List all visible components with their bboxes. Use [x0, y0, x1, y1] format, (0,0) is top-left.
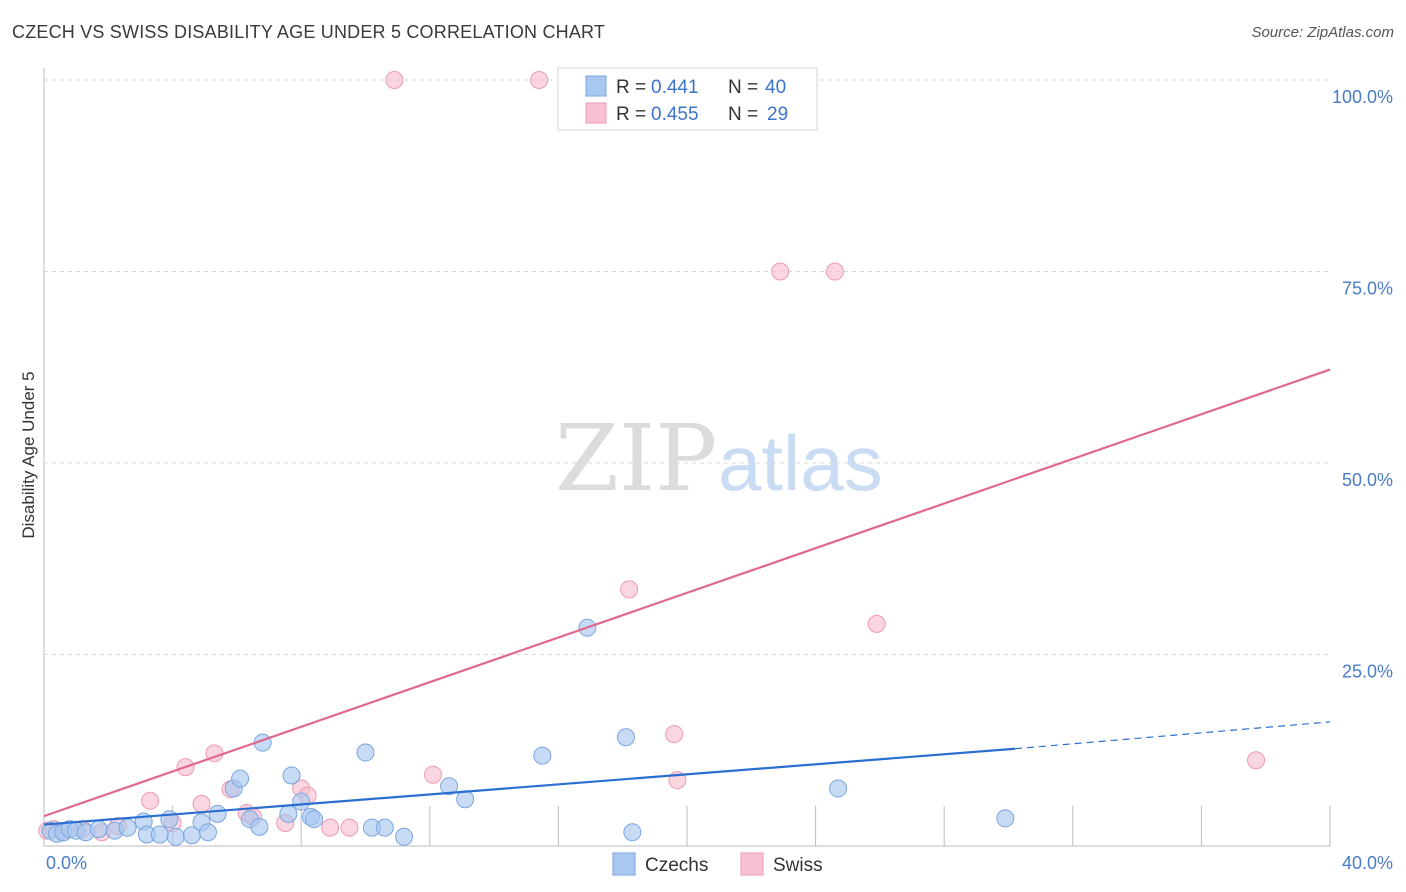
legend-swiss-r-label: R =	[616, 104, 646, 125]
swiss-point	[1247, 751, 1266, 770]
czech-point	[440, 777, 459, 796]
czech-point	[623, 823, 642, 842]
bottom-legend-czech-label: Czechs	[645, 855, 708, 876]
bottom-legend: Czechs Swiss	[612, 852, 823, 876]
czech-point	[616, 728, 635, 747]
bottom-legend-czech-swatch	[612, 852, 636, 876]
y-tick-label: 100.0%	[1332, 87, 1393, 107]
czech-point	[250, 817, 269, 836]
x-tick-label-min: 0.0%	[46, 853, 87, 873]
y-tick-label: 50.0%	[1342, 470, 1393, 490]
czech-point	[282, 766, 301, 785]
czech-point	[356, 743, 375, 762]
czech-point	[305, 810, 324, 829]
swiss-point	[771, 262, 790, 281]
y-tick-label: 75.0%	[1342, 279, 1393, 299]
czech-point	[395, 827, 414, 846]
swiss-point	[530, 71, 549, 89]
czech-point	[292, 792, 311, 811]
legend-swiss-swatch	[585, 102, 607, 124]
chart-title: CZECH VS SWISS DISABILITY AGE UNDER 5 CO…	[12, 22, 606, 42]
legend-czech-swatch	[585, 75, 607, 97]
czech-point	[166, 827, 185, 846]
bottom-legend-swiss-swatch	[740, 852, 764, 876]
czech-point	[150, 825, 169, 844]
czech-point	[231, 769, 250, 788]
czech-point	[996, 809, 1015, 828]
czech-trendline	[43, 747, 1016, 826]
y-tick-label: 25.0%	[1342, 662, 1393, 682]
legend-swiss-n-label: N =	[728, 104, 758, 125]
czech-point	[279, 804, 298, 823]
bottom-legend-swiss-label: Swiss	[773, 855, 823, 876]
czech-point	[375, 818, 394, 837]
czech-point	[533, 746, 552, 765]
czech-point	[118, 818, 137, 837]
legend-czech-r-value: 0.441	[651, 77, 699, 98]
swiss-point	[665, 725, 684, 744]
swiss-point	[424, 765, 443, 784]
legend-box: R = 0.441 N = 40 R = 0.455 N = 29	[557, 67, 818, 131]
swiss-trendline	[43, 368, 1331, 818]
swiss-point	[321, 818, 340, 837]
gridlines	[44, 79, 1330, 655]
legend-czech-r-label: R =	[616, 77, 646, 98]
trendlines	[43, 368, 1331, 826]
swiss-point	[620, 580, 639, 599]
legend-swiss-r-value: 0.455	[651, 104, 699, 125]
legend-czech-n-value: 40	[765, 77, 786, 98]
swiss-point	[867, 614, 886, 633]
swiss-point	[825, 262, 844, 281]
czech-trendline-extension	[1014, 721, 1331, 750]
czech-points	[41, 618, 1015, 846]
swiss-point	[192, 794, 211, 813]
source-label: Source: ZipAtlas.com	[1251, 24, 1394, 41]
y-axis-label: Disability Age Under 5	[19, 371, 38, 538]
watermark-zip: ZIP	[555, 405, 717, 512]
czech-point	[456, 790, 475, 809]
czech-point	[829, 779, 848, 798]
legend-swiss-n-value: 29	[767, 104, 788, 125]
legend-czech-n-label: N =	[728, 77, 758, 98]
czech-point	[89, 820, 108, 839]
swiss-point	[141, 791, 160, 810]
swiss-point	[340, 818, 359, 837]
czech-point	[208, 804, 227, 823]
swiss-point	[385, 71, 404, 89]
x-tick-label-max: 40.0%	[1342, 853, 1393, 873]
czech-point	[198, 823, 217, 842]
